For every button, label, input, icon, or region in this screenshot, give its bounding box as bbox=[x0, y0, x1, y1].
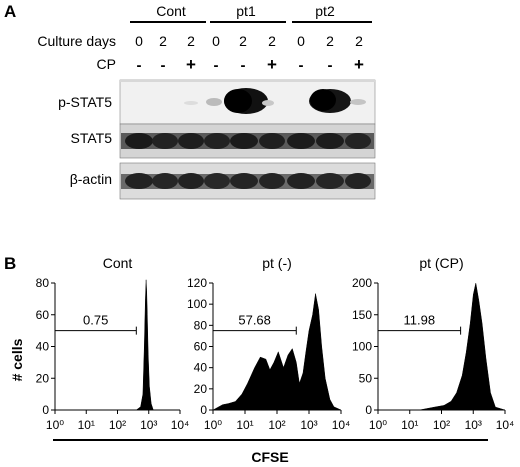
y-tick-label: 60 bbox=[36, 308, 50, 322]
y-tick-label: 60 bbox=[194, 340, 208, 354]
group-label-pt2: pt2 bbox=[315, 3, 335, 19]
day-value: 0 bbox=[297, 33, 305, 49]
y-axis-label: # cells bbox=[9, 338, 25, 381]
day-value: 0 bbox=[135, 33, 143, 49]
x-tick-label: 10¹ bbox=[401, 418, 418, 432]
x-tick-label: 10³ bbox=[300, 418, 317, 432]
blot-beta-actin bbox=[119, 162, 376, 200]
gate-percentage-label: 11.98 bbox=[404, 313, 436, 328]
histogram-title: pt (CP) bbox=[419, 255, 463, 271]
cp-value: - bbox=[161, 57, 166, 74]
panel-a-letter: A bbox=[4, 2, 16, 21]
gate-percentage-label: 0.75 bbox=[83, 313, 108, 328]
histogram-pt-untreated: pt (-) 0 20 40 60 80 100 120 10⁰ 10¹ 10² 10³ 10⁴ 57.6… bbox=[187, 255, 350, 432]
y-tick-label: 0 bbox=[42, 403, 49, 417]
y-tick-label: 40 bbox=[194, 361, 208, 375]
x-tick-label: 10⁰ bbox=[46, 418, 64, 432]
cp-value: - bbox=[214, 57, 219, 74]
y-tick-label: 20 bbox=[194, 382, 208, 396]
blot-label-pstat5: p-STAT5 bbox=[58, 94, 112, 110]
x-tick-label: 10⁴ bbox=[171, 418, 190, 432]
histogram-title: pt (-) bbox=[262, 255, 292, 271]
day-value: 2 bbox=[268, 33, 276, 49]
y-tick-label: 80 bbox=[194, 318, 208, 332]
cp-label: CP bbox=[97, 56, 116, 72]
cp-value: - bbox=[299, 57, 304, 74]
cp-value: + bbox=[354, 55, 364, 74]
cp-value: - bbox=[241, 57, 246, 74]
x-tick-label: 10² bbox=[433, 418, 450, 432]
x-tick-label: 10² bbox=[109, 418, 126, 432]
histogram-title: Cont bbox=[103, 255, 133, 271]
x-tick-label: 10⁰ bbox=[204, 418, 222, 432]
y-tick-label: 50 bbox=[359, 371, 373, 385]
day-value: 2 bbox=[187, 33, 195, 49]
cp-value: + bbox=[267, 55, 277, 74]
cp-value: + bbox=[186, 55, 196, 74]
gate-percentage-label: 57.68 bbox=[238, 313, 271, 328]
group-label-cont: Cont bbox=[156, 3, 186, 19]
y-tick-label: 80 bbox=[36, 276, 50, 290]
blot-label-bactin: β-actin bbox=[70, 171, 112, 187]
histogram-area bbox=[212, 293, 342, 411]
y-tick-label: 100 bbox=[352, 340, 372, 354]
blot-label-stat5: STAT5 bbox=[71, 130, 113, 146]
panel-b-letter: B bbox=[4, 254, 16, 273]
x-tick-label: 10³ bbox=[140, 418, 157, 432]
x-axis-label: CFSE bbox=[251, 449, 288, 465]
x-tick-label: 10⁴ bbox=[496, 418, 515, 432]
x-tick-label: 10⁴ bbox=[332, 418, 351, 432]
day-value: 2 bbox=[355, 33, 363, 49]
blot-pstat5 bbox=[119, 79, 376, 125]
group-label-pt1: pt1 bbox=[236, 3, 256, 19]
cp-value: - bbox=[328, 57, 333, 74]
y-tick-label: 100 bbox=[187, 297, 207, 311]
y-tick-label: 120 bbox=[187, 276, 207, 290]
y-tick-label: 200 bbox=[352, 276, 372, 290]
day-value: 2 bbox=[159, 33, 167, 49]
day-value: 0 bbox=[212, 33, 220, 49]
histogram-pt-cp: pt (CP) 0 50 100 150 200 10⁰ 10¹ 10² 10³ 10⁴ 11.98 bbox=[352, 255, 514, 432]
x-tick-label: 10² bbox=[268, 418, 285, 432]
day-value: 2 bbox=[326, 33, 334, 49]
cp-value: - bbox=[137, 57, 142, 74]
y-tick-label: 150 bbox=[352, 308, 372, 322]
y-tick-label: 0 bbox=[200, 403, 207, 417]
x-tick-label: 10³ bbox=[465, 418, 482, 432]
x-tick-label: 10¹ bbox=[236, 418, 253, 432]
y-tick-label: 0 bbox=[365, 403, 372, 417]
y-tick-label: 20 bbox=[36, 371, 50, 385]
x-tick-label: 10⁰ bbox=[369, 418, 387, 432]
histogram-area bbox=[378, 282, 506, 411]
histogram-area bbox=[55, 279, 180, 411]
histogram-cont: Cont 0 20 40 60 80 10⁰ 10¹ 10² 10³ 10⁴ 0.75 bbox=[36, 255, 190, 432]
day-value: 2 bbox=[239, 33, 247, 49]
y-tick-label: 40 bbox=[36, 340, 50, 354]
culture-days-label: Culture days bbox=[37, 33, 116, 49]
x-tick-label: 10¹ bbox=[78, 418, 95, 432]
blot-stat5 bbox=[119, 123, 376, 159]
